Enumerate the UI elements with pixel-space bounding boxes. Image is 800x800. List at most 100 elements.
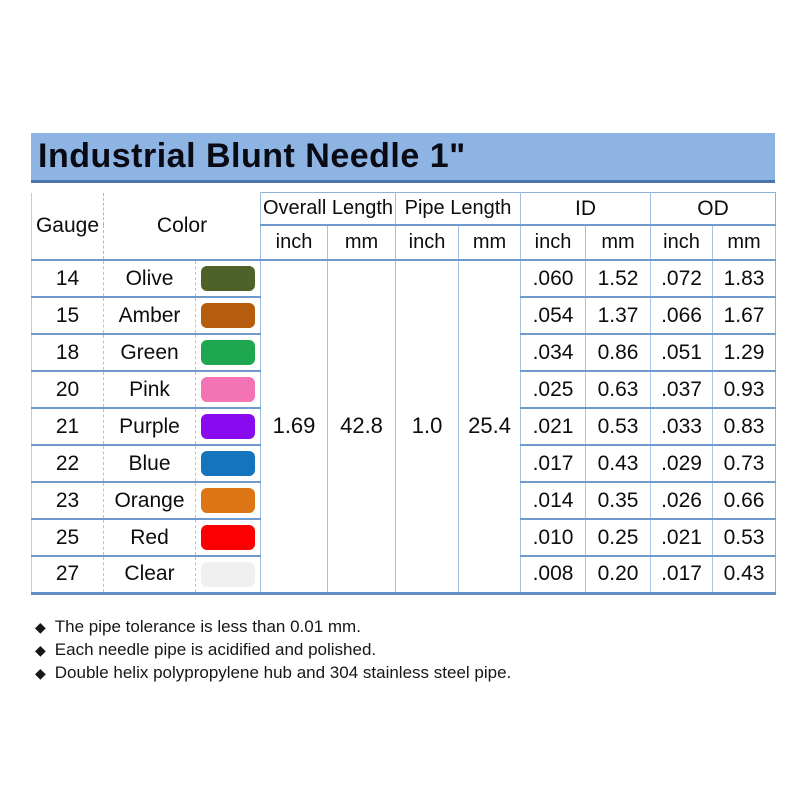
id-inch-cell: .060 — [520, 259, 587, 297]
color-name-cell: Blue — [103, 444, 196, 482]
note-text: Each needle pipe is acidified and polish… — [54, 639, 377, 659]
header-color: Color — [103, 192, 261, 260]
gauge-cell: 14 — [31, 259, 104, 297]
id-inch-cell: .034 — [520, 333, 587, 371]
id-inch-cell: .008 — [520, 555, 587, 595]
od-inch-cell: .051 — [650, 333, 714, 371]
header-unit-mm: mm — [585, 224, 652, 261]
id-mm-cell: 0.20 — [585, 555, 652, 595]
header-unit-mm: mm — [327, 224, 397, 261]
header-row-groups: Gauge Color Overall Length Pipe Length I… — [31, 192, 777, 260]
color-swatch — [201, 266, 255, 291]
od-mm-cell: 0.73 — [712, 444, 777, 482]
header-unit-mm: mm — [458, 224, 522, 261]
id-inch-cell: .017 — [520, 444, 587, 482]
table-row: 21 Purple .021 0.53.033 0.83 — [31, 407, 777, 445]
color-swatch-cell — [195, 481, 261, 519]
od-inch-cell: .026 — [650, 481, 714, 519]
gauge-cell: 20 — [31, 370, 104, 408]
color-swatch — [201, 488, 255, 513]
color-swatch — [201, 451, 255, 476]
color-swatch — [201, 525, 255, 550]
color-swatch-cell — [195, 407, 261, 445]
note-text: Double helix polypropylene hub and 304 s… — [54, 662, 512, 682]
color-name-cell: Pink — [103, 370, 196, 408]
table-row: 20 Pink .025 0.63.037 0.93 — [31, 370, 777, 408]
gauge-cell: 15 — [31, 296, 104, 334]
header-od: OD — [650, 192, 777, 225]
diamond-bullet-icon: ◆ — [35, 664, 46, 681]
od-mm-cell: 0.53 — [712, 518, 777, 556]
id-inch-cell: .010 — [520, 518, 587, 556]
od-inch-cell: .037 — [650, 370, 714, 408]
od-mm-cell: 0.43 — [712, 555, 777, 595]
needle-spec-table: Gauge Color Overall Length Pipe Length I… — [31, 192, 777, 595]
id-mm-cell: 0.43 — [585, 444, 652, 482]
id-mm-cell: 0.53 — [585, 407, 652, 445]
header-unit-mm: mm — [712, 224, 777, 261]
od-inch-cell: .029 — [650, 444, 714, 482]
color-swatch-cell — [195, 370, 261, 408]
color-name-cell: Amber — [103, 296, 196, 334]
diamond-bullet-icon: ◆ — [35, 641, 46, 658]
od-mm-cell: 1.29 — [712, 333, 777, 371]
color-swatch-cell — [195, 555, 261, 595]
title-bar: Industrial Blunt Needle 1" — [31, 133, 775, 183]
color-name-cell: Clear — [103, 555, 196, 595]
header-unit-inch: inch — [260, 224, 328, 261]
note-item: ◆ Each needle pipe is acidified and polis… — [35, 640, 775, 660]
id-mm-cell: 0.63 — [585, 370, 652, 408]
gauge-cell: 23 — [31, 481, 104, 519]
color-swatch-cell — [195, 444, 261, 482]
table-row: 27 Clear .008 0.20.017 0.43 — [31, 555, 777, 595]
color-name-cell: Green — [103, 333, 196, 371]
od-mm-cell: 0.83 — [712, 407, 777, 445]
header-unit-inch: inch — [650, 224, 714, 261]
table-row: 22 Blue .017 0.43.029 0.73 — [31, 444, 777, 482]
id-inch-cell: .025 — [520, 370, 587, 408]
table-row: 15 Amber .054 1.37.066 1.67 — [31, 296, 777, 334]
header-id: ID — [520, 192, 652, 225]
header-overall-length: Overall Length — [260, 192, 397, 225]
pipe-length-mm-cell: 25.4 — [458, 259, 522, 595]
id-mm-cell: 0.86 — [585, 333, 652, 371]
id-mm-cell: 0.35 — [585, 481, 652, 519]
color-swatch — [201, 377, 255, 402]
table-row: 23 Orange .014 0.35.026 0.66 — [31, 481, 777, 519]
od-mm-cell: 1.83 — [712, 259, 777, 297]
table-row: 14 Olive 1.69 42.8 1.0 25.4.060 1.52.072 1.83 — [31, 259, 777, 595]
color-swatch — [201, 303, 255, 328]
header-unit-inch: inch — [520, 224, 587, 261]
od-mm-cell: 1.67 — [712, 296, 777, 334]
id-mm-cell: 1.52 — [585, 259, 652, 297]
gauge-cell: 21 — [31, 407, 104, 445]
note-text: The pipe tolerance is less than 0.01 mm. — [54, 616, 361, 636]
header-row-units: inch mm inch mm inch mm inch mm — [32, 224, 777, 261]
od-inch-cell: .072 — [650, 259, 714, 297]
notes-list: ◆ The pipe tolerance is less than 0.01 mm… — [31, 617, 775, 683]
od-mm-cell: 0.93 — [712, 370, 777, 408]
od-inch-cell: .017 — [650, 555, 714, 595]
header-gauge: Gauge — [31, 192, 104, 260]
overall-length-mm-cell: 42.8 — [327, 259, 397, 595]
od-inch-cell: .021 — [650, 518, 714, 556]
spec-sheet: Industrial Blunt Needle 1" Gauge Color O… — [31, 133, 777, 686]
pipe-length-inch-cell: 1.0 — [395, 259, 460, 595]
gauge-cell: 18 — [31, 333, 104, 371]
color-name-cell: Purple — [103, 407, 196, 445]
table-row: 25 Red .010 0.25.021 0.53 — [31, 518, 777, 556]
color-swatch-cell — [195, 518, 261, 556]
note-item: ◆ Double helix polypropylene hub and 304 … — [35, 663, 775, 683]
color-swatch — [201, 561, 255, 587]
color-name-cell: Olive — [103, 259, 196, 297]
diamond-bullet-icon: ◆ — [35, 618, 46, 635]
header-pipe-length: Pipe Length — [395, 192, 522, 225]
gauge-cell: 22 — [31, 444, 104, 482]
od-mm-cell: 0.66 — [712, 481, 777, 519]
color-name-cell: Orange — [103, 481, 196, 519]
color-name-cell: Red — [103, 518, 196, 556]
table-row: 18 Green .034 0.86.051 1.29 — [31, 333, 777, 371]
note-item: ◆ The pipe tolerance is less than 0.01 mm… — [35, 617, 775, 637]
gauge-cell: 25 — [31, 518, 104, 556]
color-swatch-cell — [195, 259, 261, 297]
